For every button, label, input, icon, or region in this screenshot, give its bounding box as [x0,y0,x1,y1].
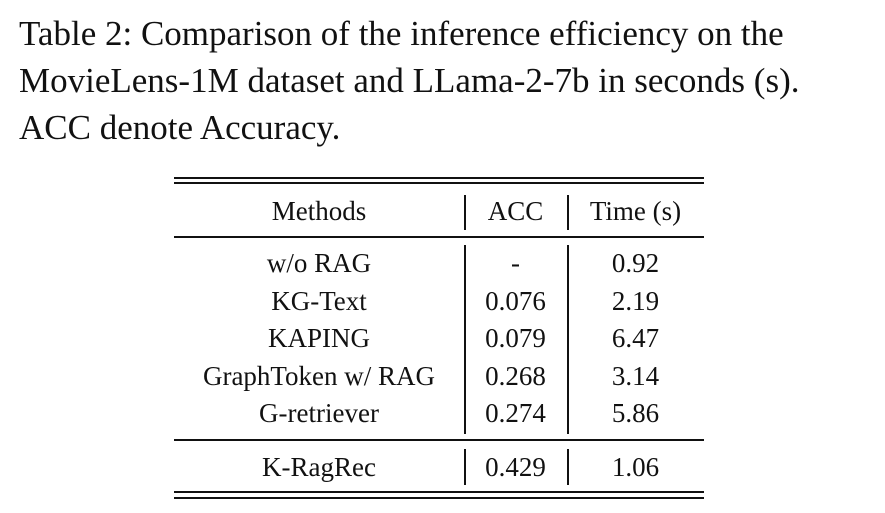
row-time: 3.14 [611,361,660,391]
final-divider-2 [567,449,569,485]
header-acc: ACC [487,196,544,226]
row-acc: 0.268 [485,361,546,391]
row-method: KAPING [267,323,370,353]
results-table: Methods ACC Time (s) w/o RAG - 0.92 KG-T… [174,177,704,502]
body-divider-1 [464,245,466,434]
row-time-ours: 1.06 [611,452,660,482]
header-divider-2 [567,195,569,230]
caption-line-1: Table 2: Comparison of the inference eff… [19,14,784,53]
top-rule-inner [174,182,704,184]
row-method: w/o RAG [266,248,372,278]
row-acc-ours: 0.429 [485,452,546,482]
row-acc: 0.079 [485,323,546,353]
bottom-rule-inner [174,497,704,499]
top-rule [174,177,704,179]
caption-line-2: MovieLens-1M dataset and LLama-2-7b in s… [19,61,800,100]
final-divider-1 [464,449,466,485]
header-time: Time (s) [589,196,682,226]
row-time: 6.47 [611,323,660,353]
header-methods: Methods [271,196,367,226]
row-method: GraphToken w/ RAG [202,361,436,391]
row-method-ours: K-RagRec [262,452,376,482]
caption-line-3: ACC denote Accuracy. [19,108,341,147]
bottom-rule [174,491,704,493]
body-divider-2 [567,245,569,434]
row-time: 5.86 [611,398,660,428]
mid-rule [174,439,704,441]
row-time: 0.92 [611,248,660,278]
header-rule [174,236,704,238]
row-time: 2.19 [611,286,660,316]
row-acc: - [511,248,520,278]
row-acc: 0.076 [485,286,546,316]
row-acc: 0.274 [485,398,546,428]
header-divider-1 [464,195,466,230]
table-caption: Table 2: Comparison of the inference eff… [19,10,875,151]
row-method: KG-Text [271,286,367,316]
row-method: G-retriever [259,398,379,428]
